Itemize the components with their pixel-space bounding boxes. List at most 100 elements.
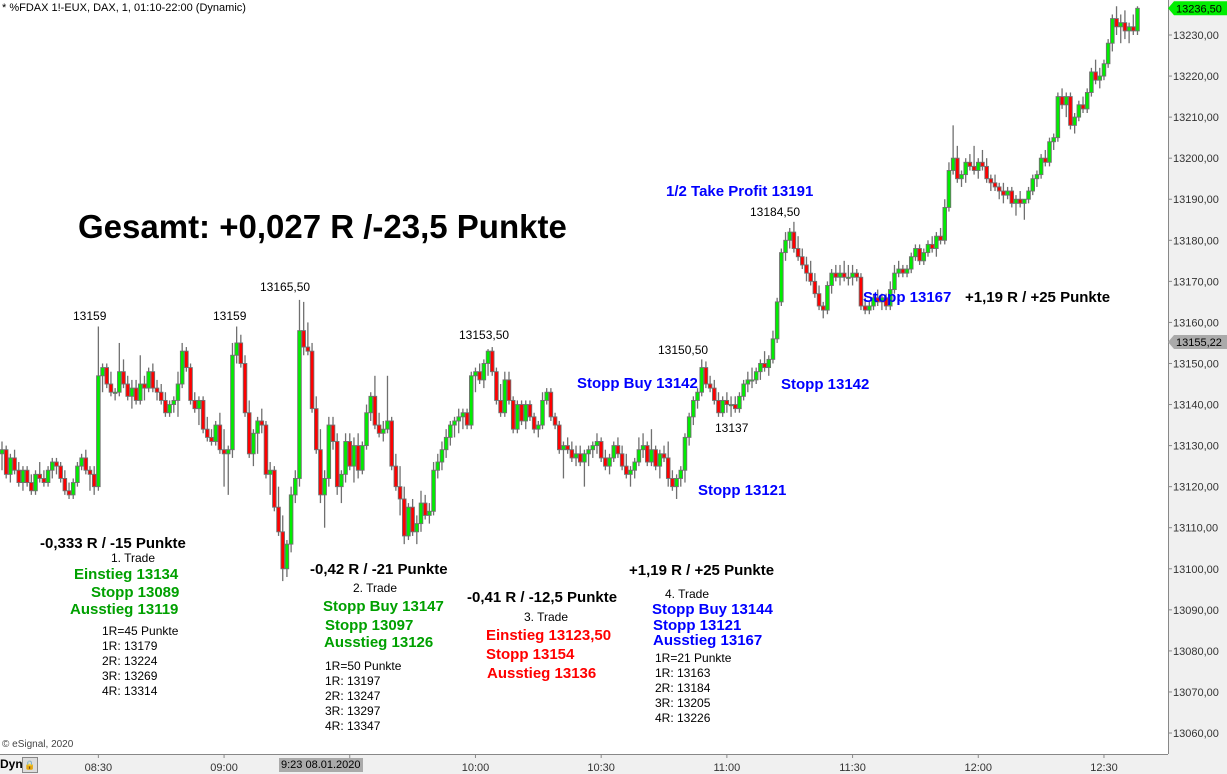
candle <box>674 474 679 499</box>
candle-body-up <box>850 272 855 278</box>
candle-body-down <box>603 457 608 467</box>
candle <box>263 420 269 479</box>
candle <box>87 466 93 491</box>
candle-body-down <box>314 408 319 451</box>
trade2-exit: Ausstieg 13126 <box>324 634 434 651</box>
candle-body-up <box>686 416 692 438</box>
cursor-time-label: 9:23 08.01.2020 <box>279 758 363 772</box>
candle <box>942 199 948 245</box>
candle <box>246 400 252 458</box>
y-tick-label: 13220,00 <box>1173 71 1219 83</box>
candle-body-up <box>502 379 508 414</box>
candle-body-down <box>3 449 9 475</box>
candle <box>360 441 365 475</box>
candle <box>205 416 210 442</box>
y-tick-label: 13070,00 <box>1173 687 1219 699</box>
candle <box>66 482 72 499</box>
candle <box>314 396 319 454</box>
candle <box>498 384 503 417</box>
candle <box>774 297 780 343</box>
candle-body-down <box>1043 157 1048 163</box>
trade3-result: -0,41 R / -12,5 Punkte <box>467 589 618 606</box>
candle-body-down <box>917 248 922 262</box>
level: 2R: 13184 <box>655 681 711 695</box>
trade2-result: -0,42 R / -21 Punkte <box>310 561 448 578</box>
candle-body-down <box>54 461 59 467</box>
candle-body-down <box>188 367 193 401</box>
candle <box>745 371 751 393</box>
candle <box>632 457 637 479</box>
high-label: 13159 <box>213 309 247 323</box>
candle-body-down <box>397 486 403 500</box>
candle <box>427 503 432 524</box>
dynamic-scale-button[interactable]: Dyn <box>0 757 23 771</box>
candle-body-up <box>1047 141 1052 163</box>
candle-body-up <box>167 404 172 414</box>
candle-body-down <box>238 342 244 364</box>
trade1-stop: Stopp 13089 <box>91 584 180 601</box>
candle <box>62 470 68 495</box>
candle-body-down <box>209 436 214 442</box>
candle <box>883 293 889 311</box>
candle-body-down <box>854 272 860 278</box>
candle-body-up <box>871 297 876 307</box>
candle <box>678 466 684 487</box>
note-take-profit: 1/2 Take Profit 13191 <box>666 183 814 200</box>
candle-body-up <box>745 379 751 385</box>
candle <box>879 293 885 311</box>
level: 1R=50 Punkte <box>325 659 402 673</box>
candle <box>351 437 357 483</box>
y-tick-label: 13230,00 <box>1173 30 1219 42</box>
candle <box>812 273 818 298</box>
candle-body-down <box>653 449 658 467</box>
price-axis-panel[interactable] <box>1168 0 1227 774</box>
note-stopp: Stopp 13167 <box>863 289 952 306</box>
candle-body-up <box>594 441 600 447</box>
candle-body-up <box>783 239 788 254</box>
trade1-name: 1. Trade <box>111 551 156 565</box>
y-tick-label: 13210,00 <box>1173 112 1219 124</box>
candle-body-down <box>875 297 880 303</box>
candle <box>594 433 600 454</box>
y-tick-label: 13150,00 <box>1173 358 1219 370</box>
candle-body-down <box>1122 22 1128 32</box>
candle <box>1072 113 1077 134</box>
candle <box>435 453 441 479</box>
candle <box>339 470 344 504</box>
candle-body-up <box>590 445 596 451</box>
candle-body-down <box>820 305 826 311</box>
candle-body-down <box>410 506 415 533</box>
candle <box>783 232 788 261</box>
candle-body-down <box>205 428 210 438</box>
candle-body-down <box>804 264 809 274</box>
candle-body-up <box>196 399 202 410</box>
candle-body-down <box>795 248 801 258</box>
candle-body-down <box>498 399 503 414</box>
candle <box>804 256 809 282</box>
level: 4R: 13314 <box>102 684 158 698</box>
candle-body-up <box>523 404 529 422</box>
candle <box>921 248 927 265</box>
candle-body-up <box>1126 26 1132 32</box>
candle-body-up <box>540 399 545 426</box>
candle <box>925 240 931 257</box>
candle <box>322 470 327 528</box>
candle-body-down <box>833 272 839 278</box>
candle <box>439 441 445 471</box>
candle-body-down <box>163 399 168 414</box>
candle-body-down <box>401 498 407 537</box>
candle-body-up <box>699 367 704 393</box>
lock-icon[interactable]: 🔒 <box>22 757 38 773</box>
candle <box>762 351 767 372</box>
candle <box>820 301 826 319</box>
candle <box>133 379 139 405</box>
trade4-result: +1,19 R / +25 Punkte <box>629 562 775 579</box>
candle <box>900 264 906 278</box>
candle <box>1022 198 1027 220</box>
candle-body-down <box>12 457 17 471</box>
candle-body-up <box>50 461 55 471</box>
candle-body-up <box>368 395 373 414</box>
candle <box>858 273 864 311</box>
candle <box>590 441 596 458</box>
